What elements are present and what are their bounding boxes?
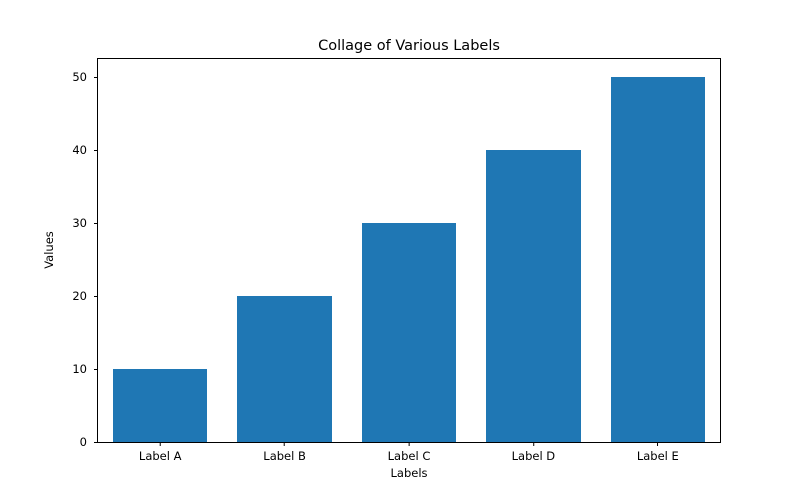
x-tick-label: Label B bbox=[263, 449, 306, 463]
bar-slot bbox=[596, 59, 720, 442]
x-tick-label: Label A bbox=[138, 449, 182, 463]
x-tick: Label E bbox=[637, 442, 679, 463]
y-tick-label: 20 bbox=[72, 289, 87, 304]
x-tick-mark bbox=[657, 442, 659, 446]
y-tick: 30 bbox=[72, 217, 98, 229]
y-tick: 40 bbox=[72, 144, 98, 156]
y-tick-label: 40 bbox=[72, 143, 87, 158]
x-tick-mark bbox=[284, 442, 286, 446]
y-tick-mark bbox=[94, 222, 98, 224]
x-tick-label: Label D bbox=[511, 449, 556, 463]
bar-slot bbox=[98, 59, 222, 442]
bar bbox=[361, 223, 457, 442]
y-tick-label: 10 bbox=[72, 362, 87, 377]
y-tick: 50 bbox=[72, 71, 98, 83]
y-tick-mark bbox=[94, 295, 98, 297]
y-tick-label: 50 bbox=[72, 70, 87, 85]
y-tick-mark bbox=[94, 76, 98, 78]
bars-row bbox=[98, 59, 720, 442]
bar bbox=[113, 369, 208, 442]
bar bbox=[237, 296, 332, 442]
y-tick-mark bbox=[94, 149, 98, 151]
x-tick-mark bbox=[408, 442, 410, 446]
x-tick: Label C bbox=[387, 442, 431, 463]
y-tick-label: 0 bbox=[79, 435, 87, 449]
y-tick-mark bbox=[94, 368, 98, 370]
y-tick: 0 bbox=[80, 436, 98, 448]
bar-slot bbox=[347, 59, 471, 442]
plot-area: 0 10 20 30 40 50 Label A Label B Label C Label D… bbox=[72, 58, 721, 463]
x-tick-label: Label E bbox=[636, 449, 679, 463]
bar-slot bbox=[222, 59, 346, 442]
bar bbox=[610, 77, 705, 442]
x-tick-mark bbox=[532, 442, 534, 446]
bar bbox=[486, 150, 581, 442]
x-tick: Label A bbox=[138, 442, 182, 463]
y-tick: 20 bbox=[72, 290, 98, 302]
y-tick-mark bbox=[94, 441, 98, 443]
x-tick: Label B bbox=[263, 442, 306, 463]
y-tick-label: 30 bbox=[72, 216, 87, 231]
chart-title: Collage of Various Labels bbox=[318, 38, 500, 54]
x-axis-label: Labels bbox=[390, 466, 428, 480]
x-tick-mark bbox=[159, 442, 161, 446]
bar-slot bbox=[471, 59, 595, 442]
x-tick: Label D bbox=[511, 442, 556, 463]
x-tick-label: Label C bbox=[387, 449, 431, 463]
y-tick: 10 bbox=[72, 363, 98, 375]
y-axis-label: Values bbox=[42, 231, 56, 269]
